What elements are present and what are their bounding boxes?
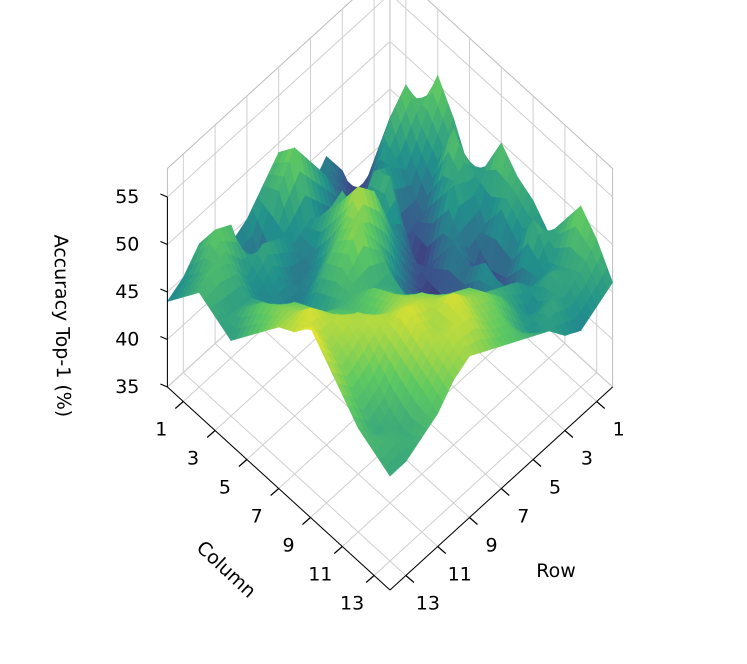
grid-line-z-3 [167,40,613,245]
z-axis-label: Accuracy Top-1 (%) [49,234,74,417]
row-tick-label: 11 [448,564,472,586]
surface-mesh [166,74,613,477]
column-tick-label: 7 [251,506,263,528]
row-tick-label: 13 [416,593,440,615]
z-tick-mark [160,288,168,293]
column-tick-mark [365,575,375,583]
row-tick-mark [437,546,447,554]
row-tick-mark [405,575,415,583]
row-tick-mark [564,430,574,438]
column-tick-mark [270,488,280,496]
column-tick-mark [302,517,311,525]
column-tick-label: 11 [308,564,332,586]
z-tick-mark [160,335,168,341]
column-tick-mark [238,459,248,467]
z-tick-label: 55 [115,186,139,208]
z-tick-mark [160,240,168,246]
z-tick-mark [160,383,168,388]
z-tick-label: 40 [115,329,139,351]
y-axis-label: Column [192,537,260,603]
column-tick-label: 13 [340,593,364,615]
row-tick-mark [596,401,606,409]
column-tick-mark [333,546,343,554]
column-tick-label: 3 [187,448,199,470]
z-tick-label: 45 [115,281,139,303]
z-tick-mark [160,193,168,198]
column-tick-label: 1 [155,419,167,441]
column-tick-label: 5 [219,477,231,499]
row-tick-label: 5 [549,477,561,499]
grid-line-z-4 [167,0,613,198]
row-tick-label: 3 [581,448,593,470]
row-tick-label: 1 [613,419,625,441]
column-tick-label: 9 [282,535,294,557]
x-axis-label: Row [536,560,576,582]
z-tick-label: 35 [115,376,139,398]
surface-facet [384,462,396,477]
row-tick-mark [500,488,510,496]
row-tick-label: 7 [517,506,529,528]
z-tick-label: 50 [115,234,139,256]
column-tick-mark [174,401,184,409]
row-tick-mark [532,459,542,467]
row-tick-label: 9 [485,535,497,557]
column-tick-mark [206,430,216,438]
row-tick-mark [469,517,478,525]
